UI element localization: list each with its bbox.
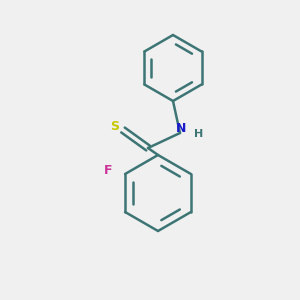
Text: S: S [110, 119, 119, 133]
Text: F: F [104, 164, 112, 176]
Text: H: H [194, 129, 204, 139]
Text: N: N [176, 122, 186, 136]
